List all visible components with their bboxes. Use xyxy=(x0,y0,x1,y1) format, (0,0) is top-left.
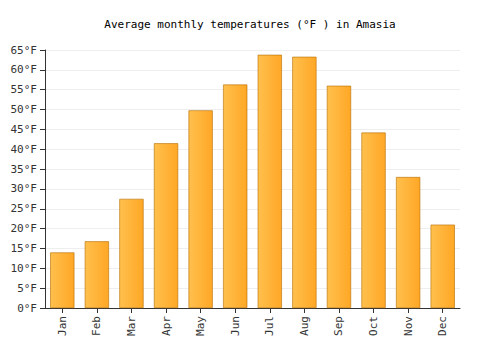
svg-text:Sep: Sep xyxy=(332,316,345,336)
svg-text:Feb: Feb xyxy=(90,316,103,336)
svg-text:Aug: Aug xyxy=(298,316,311,336)
svg-text:10°F: 10°F xyxy=(11,262,38,275)
svg-text:Apr: Apr xyxy=(160,316,173,336)
svg-text:Nov: Nov xyxy=(402,316,415,336)
svg-text:Jan: Jan xyxy=(56,316,69,336)
svg-text:0°F: 0°F xyxy=(17,302,37,315)
svg-text:15°F: 15°F xyxy=(11,242,38,255)
svg-text:65°F: 65°F xyxy=(11,44,38,57)
svg-text:Jul: Jul xyxy=(263,316,276,336)
svg-text:Oct: Oct xyxy=(367,316,380,336)
svg-text:5°F: 5°F xyxy=(17,282,37,295)
svg-text:55°F: 55°F xyxy=(11,83,38,96)
svg-text:20°F: 20°F xyxy=(11,222,38,235)
svg-text:40°F: 40°F xyxy=(11,143,38,156)
svg-text:Jun: Jun xyxy=(229,316,242,336)
svg-text:Mar: Mar xyxy=(125,316,138,336)
svg-text:35°F: 35°F xyxy=(11,163,38,176)
svg-text:60°F: 60°F xyxy=(11,63,38,76)
svg-text:25°F: 25°F xyxy=(11,202,38,215)
svg-text:45°F: 45°F xyxy=(11,123,38,136)
svg-text:30°F: 30°F xyxy=(11,182,38,195)
svg-text:Dec: Dec xyxy=(436,316,449,336)
svg-text:May: May xyxy=(194,316,207,336)
svg-text:Average monthly temperatures (: Average monthly temperatures (°F ) in Am… xyxy=(104,18,395,31)
svg-text:50°F: 50°F xyxy=(11,103,38,116)
